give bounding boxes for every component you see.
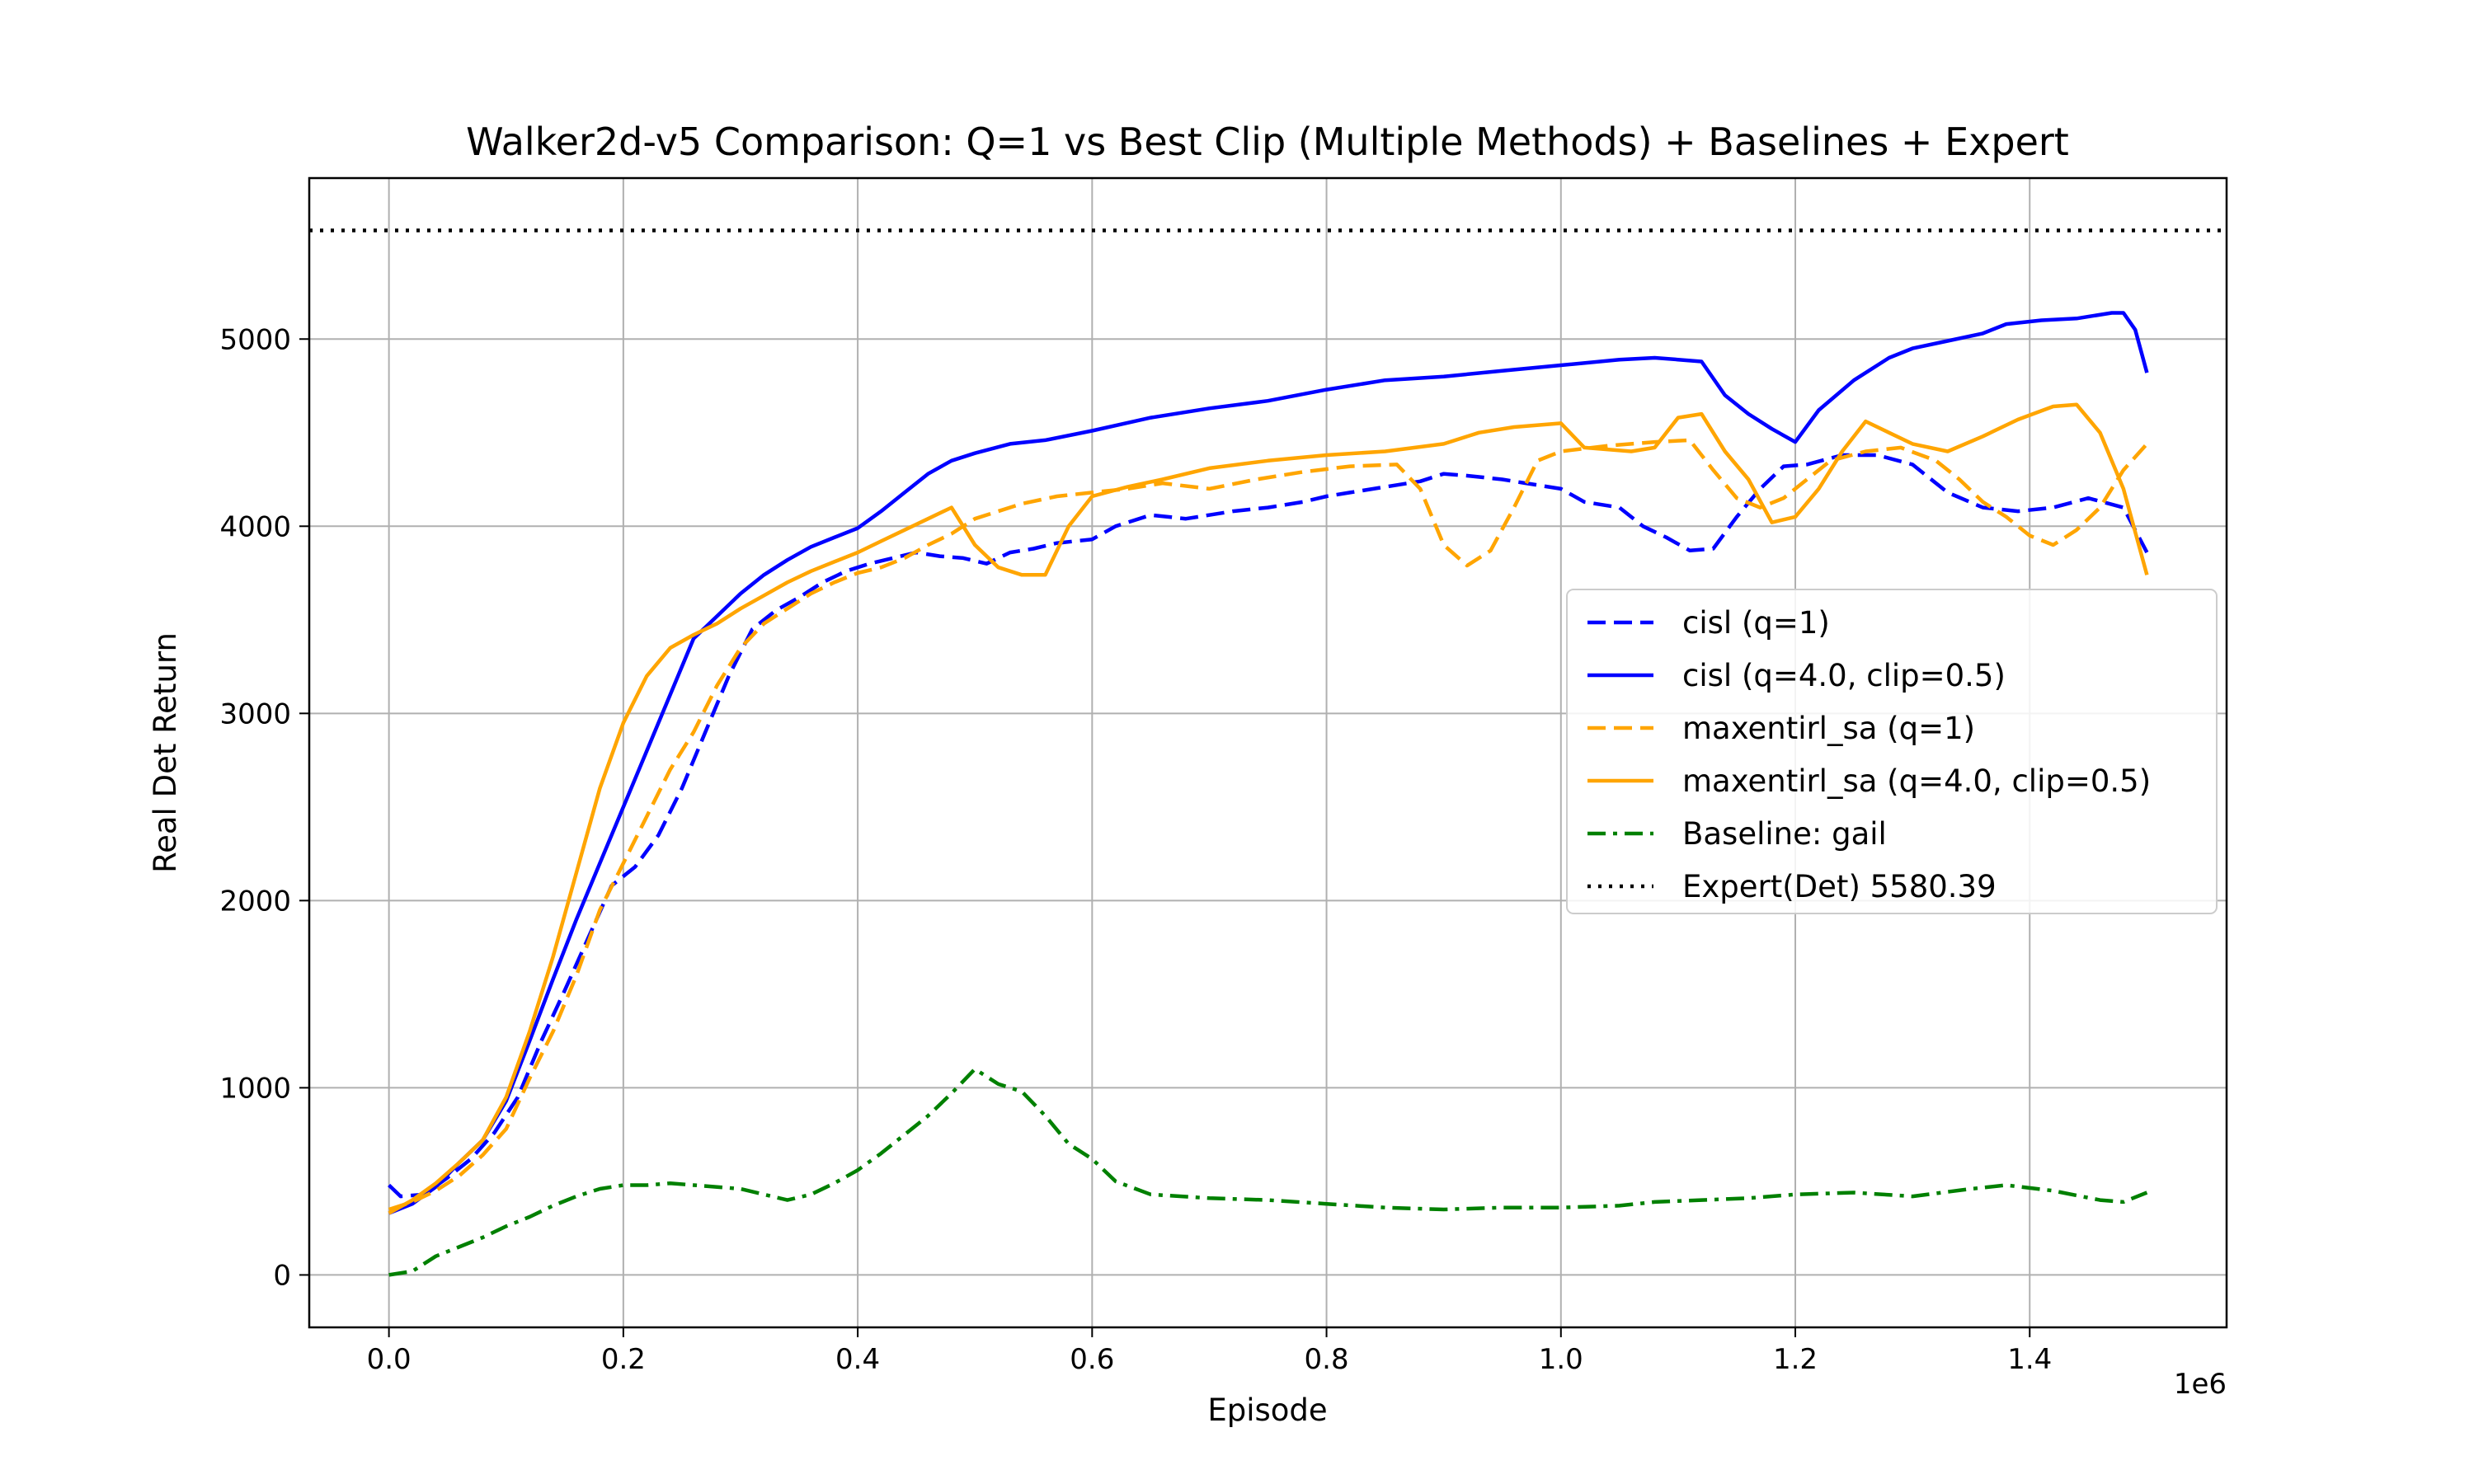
legend-frame [1566,589,2218,914]
x-axis-label: Episode [1207,1392,1327,1428]
x-tick-label: 1.0 [1539,1343,1583,1376]
cisl-q4-clip-line [388,311,2149,1215]
x-tick-label: 0.2 [601,1343,646,1376]
x-tick-label: 0.8 [1305,1343,1349,1376]
series-layer [309,228,2227,1277]
chart-title: Walker2d-v5 Comparison: Q=1 vs Best Clip… [466,120,2069,164]
gail-baseline-line [388,1067,2148,1277]
maxentirl-q1-line [388,438,2149,1212]
x-tick-label: 1.2 [1773,1343,1818,1376]
legend-label: Expert(Det) 5580.39 [1682,869,1997,904]
legend-label: cisl (q=4.0, clip=0.5) [1682,658,2006,693]
y-tick-label: 5000 [219,323,291,356]
cisl-q1-line [388,453,2149,1199]
legend-label: maxentirl_sa (q=1) [1682,711,1975,746]
x-tick-label: 0.0 [367,1343,412,1376]
legend-label: maxentirl_sa (q=4.0, clip=0.5) [1682,763,2151,799]
maxentirl-q4-clip-line [388,402,2149,1215]
y-tick-label: 1000 [219,1072,291,1105]
x-axis-ticks: 0.0 0.2 0.4 0.6 0.8 1.0 1.2 1.4 [367,1327,2052,1376]
legend-label: Baseline: gail [1682,816,1887,852]
y-tick-label: 0 [273,1259,291,1292]
y-tick-label: 2000 [219,885,291,918]
x-tick-label: 1.4 [2007,1343,2052,1376]
y-tick-label: 4000 [219,510,291,543]
y-axis-label: Real Det Return [148,632,183,873]
x-tick-label: 0.6 [1070,1343,1114,1376]
y-tick-label: 3000 [219,697,291,730]
x-axis-offset-label: 1e6 [2174,1368,2227,1401]
x-tick-label: 0.4 [835,1343,880,1376]
legend-label: cisl (q=1) [1682,605,1830,641]
legend: cisl (q=1) cisl (q=4.0, clip=0.5) maxentir… [1566,589,2218,914]
plot-frame [308,176,2228,1329]
legend-items: cisl (q=1) cisl (q=4.0, clip=0.5) maxentir… [1587,605,2151,904]
y-axis-ticks: 0 1000 2000 3000 4000 5000 [219,323,309,1292]
